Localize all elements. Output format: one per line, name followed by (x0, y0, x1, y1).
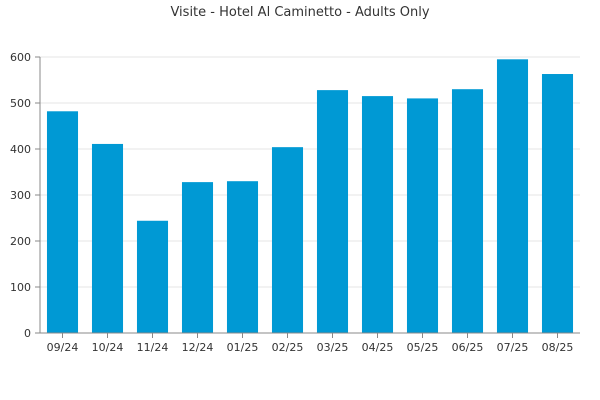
y-tick-label: 500 (10, 97, 31, 110)
x-tick-label: 04/25 (362, 341, 394, 354)
x-tick-label: 02/25 (272, 341, 304, 354)
y-axis-ticks: 0 100 200 300 400 500 600 (10, 51, 40, 340)
x-axis-ticks: 09/24 10/24 11/24 12/24 01/25 02/25 03/25 04/25… (47, 333, 574, 354)
bar-11-24[interactable] (136, 220, 169, 333)
bar-07-25[interactable] (496, 59, 529, 334)
bars (46, 59, 574, 334)
y-tick-label: 100 (10, 281, 31, 294)
bar-04-25[interactable] (361, 96, 394, 333)
x-tick-label: 12/24 (182, 341, 214, 354)
x-tick-label: 11/24 (137, 341, 169, 354)
x-tick-label: 07/25 (497, 341, 529, 354)
y-tick-label: 200 (10, 235, 31, 248)
x-tick-label: 05/25 (407, 341, 439, 354)
x-tick-label: 10/24 (92, 341, 124, 354)
bar-06-25[interactable] (451, 89, 484, 333)
bar-08-25[interactable] (541, 74, 574, 334)
gridlines (40, 56, 580, 288)
x-tick-label: 09/24 (47, 341, 79, 354)
bar-01-25[interactable] (226, 181, 259, 333)
y-tick-label: 300 (10, 189, 31, 202)
bar-09-24[interactable] (46, 111, 79, 333)
bar-02-25[interactable] (271, 147, 304, 333)
y-tick-label: 0 (24, 327, 31, 340)
x-tick-label: 08/25 (542, 341, 574, 354)
chart-title: Visite - Hotel Al Caminetto - Adults Onl… (170, 5, 429, 20)
y-tick-label: 400 (10, 143, 31, 156)
x-tick-label: 01/25 (227, 341, 259, 354)
bar-03-25[interactable] (316, 90, 349, 334)
y-tick-label: 600 (10, 51, 31, 64)
bar-05-25[interactable] (406, 98, 439, 334)
x-tick-label: 03/25 (317, 341, 349, 354)
bar-12-24[interactable] (181, 182, 214, 333)
x-tick-label: 06/25 (452, 341, 484, 354)
bar-10-24[interactable] (91, 143, 124, 333)
